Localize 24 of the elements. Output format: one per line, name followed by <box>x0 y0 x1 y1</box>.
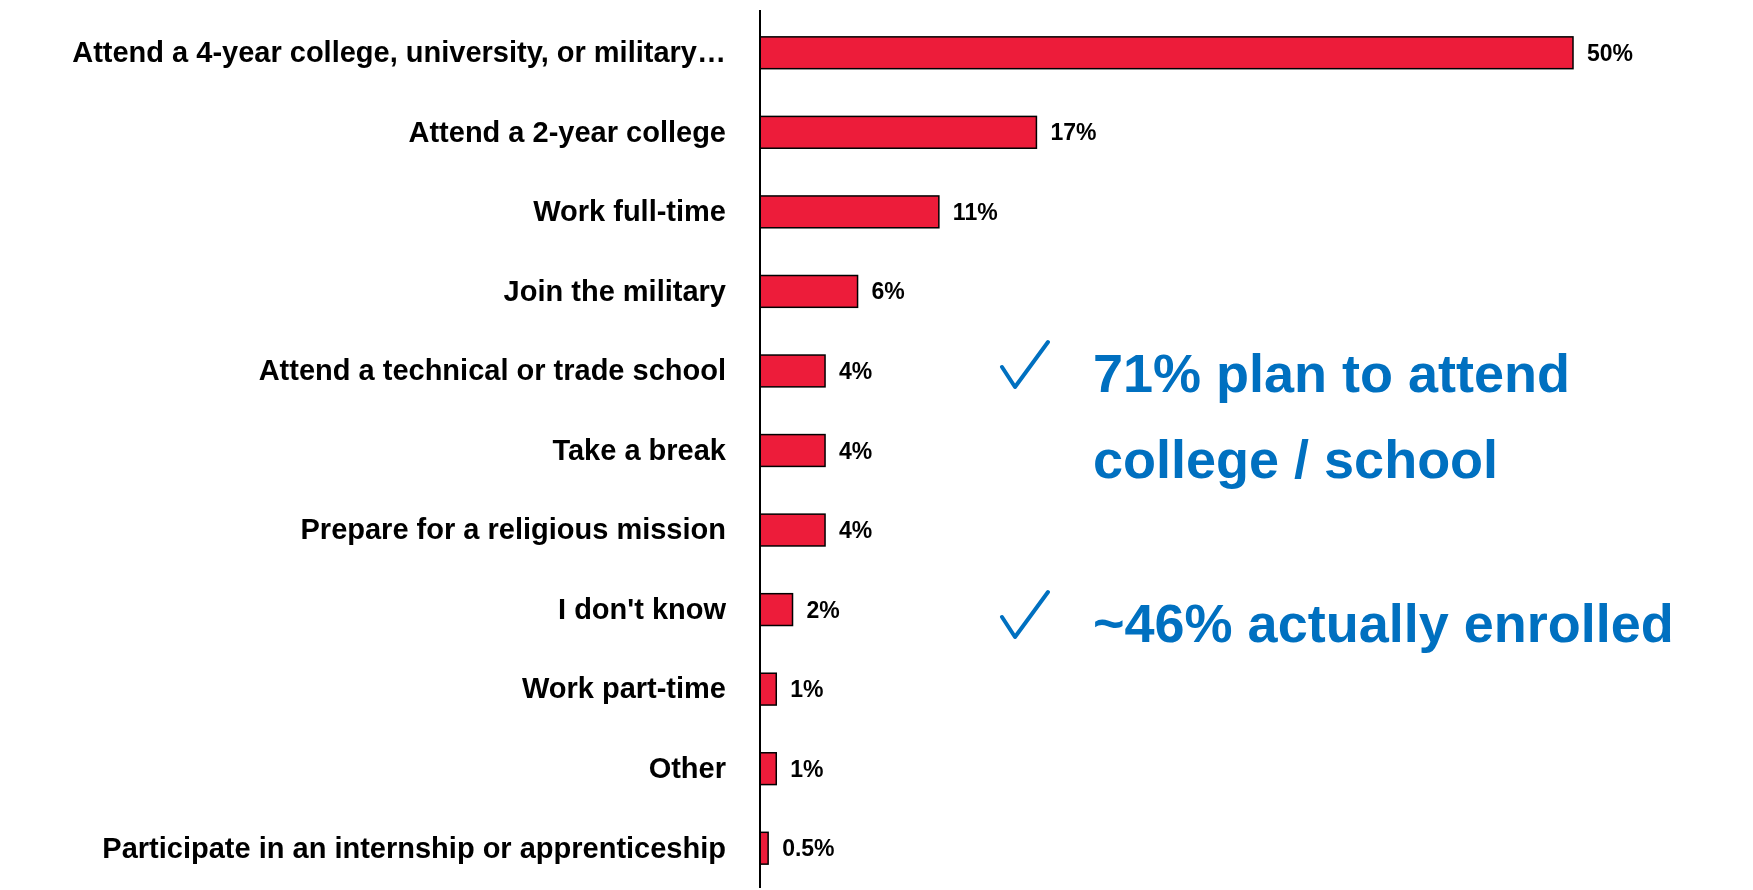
data-label: 4% <box>839 437 873 464</box>
annotation: 71% plan to attend college / school <box>1093 343 1571 489</box>
y-tick-label: Join the military <box>503 274 726 307</box>
y-tick-label: I don't know <box>558 592 727 625</box>
y-tick-label: Attend a 2-year college <box>408 115 726 148</box>
data-label: 1% <box>790 676 824 703</box>
data-label: 11% <box>952 198 998 225</box>
y-tick-label: Work full-time <box>533 195 726 228</box>
data-label: 1% <box>790 755 824 782</box>
y-tick-label: Participate in an internship or apprenticeship <box>102 831 726 864</box>
data-label: 17% <box>1050 119 1097 146</box>
y-tick-label: Prepare for a religious mission <box>300 513 726 546</box>
data-label: 2% <box>806 596 840 623</box>
data-label: 4% <box>839 517 873 544</box>
data-label: 0.5% <box>782 835 835 862</box>
y-tick-label: Attend a 4-year college, university, or military… <box>72 36 726 69</box>
y-tick-label: Take a break <box>552 433 727 466</box>
y-tick-label: Other <box>648 751 726 784</box>
y-tick-label: Attend a technical or trade school <box>258 354 726 387</box>
data-label: 4% <box>839 357 873 384</box>
data-label: 6% <box>871 278 905 305</box>
data-label: 50% <box>1587 39 1634 66</box>
annotation: ~46% actually enrolled <box>1093 593 1674 653</box>
y-tick-label: Work part-time <box>521 672 726 705</box>
